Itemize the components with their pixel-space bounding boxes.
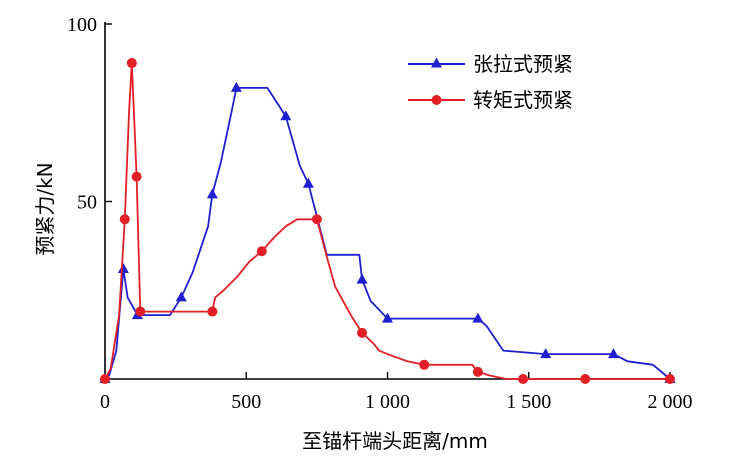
data-point (356, 273, 368, 284)
x-tick-label: 2 000 (648, 391, 693, 413)
series-line-1 (104, 87, 671, 380)
y-tick-label: 100 (67, 14, 97, 36)
data-point (580, 374, 591, 384)
x-axis-title: 至锚杆端头距离/mm (302, 429, 488, 453)
data-point (472, 366, 483, 377)
tick-group: 0 500 1 000 1 500 2 000 50 100 (67, 14, 693, 413)
data-point (126, 58, 137, 69)
data-point (540, 348, 552, 359)
legend-entry-series-1: 张拉式预紧 (408, 52, 573, 76)
legend-marker-series-1 (431, 57, 442, 68)
data-point (230, 81, 242, 92)
legend-label-series-2: 转矩式预紧 (473, 88, 573, 112)
data-point (665, 374, 675, 384)
data-point (207, 306, 218, 317)
x-tick-label: 500 (231, 391, 261, 413)
data-point (117, 262, 129, 273)
legend-marker-series-2 (431, 95, 442, 105)
data-point (311, 214, 322, 225)
data-point (131, 171, 142, 182)
data-point (382, 312, 393, 323)
data-point (256, 246, 267, 257)
data-point (302, 177, 314, 188)
data-point (419, 359, 430, 370)
x-tick-label: 1 500 (506, 391, 551, 413)
data-point (280, 110, 292, 121)
data-point (135, 306, 146, 317)
series-2 (100, 58, 675, 384)
data-point (472, 312, 484, 323)
data-point (175, 291, 187, 302)
series-1 (99, 81, 676, 383)
data-point (518, 374, 529, 384)
axes (104, 22, 672, 380)
data-point (206, 188, 218, 199)
x-tick-label: 0 (100, 391, 110, 413)
legend: 张拉式预紧 转矩式预紧 (408, 52, 573, 112)
series-line-2 (104, 62, 670, 380)
y-axis-title: 预紧力/kN (33, 162, 57, 255)
series-layer (99, 58, 676, 384)
data-point (608, 348, 619, 359)
y-tick-label: 50 (77, 192, 97, 214)
legend-label-series-1: 张拉式预紧 (473, 52, 573, 76)
data-point (119, 214, 130, 225)
legend-entry-series-2: 转矩式预紧 (408, 88, 573, 112)
data-point (357, 327, 368, 338)
data-point (100, 374, 110, 384)
x-tick-label: 1 000 (365, 391, 410, 413)
